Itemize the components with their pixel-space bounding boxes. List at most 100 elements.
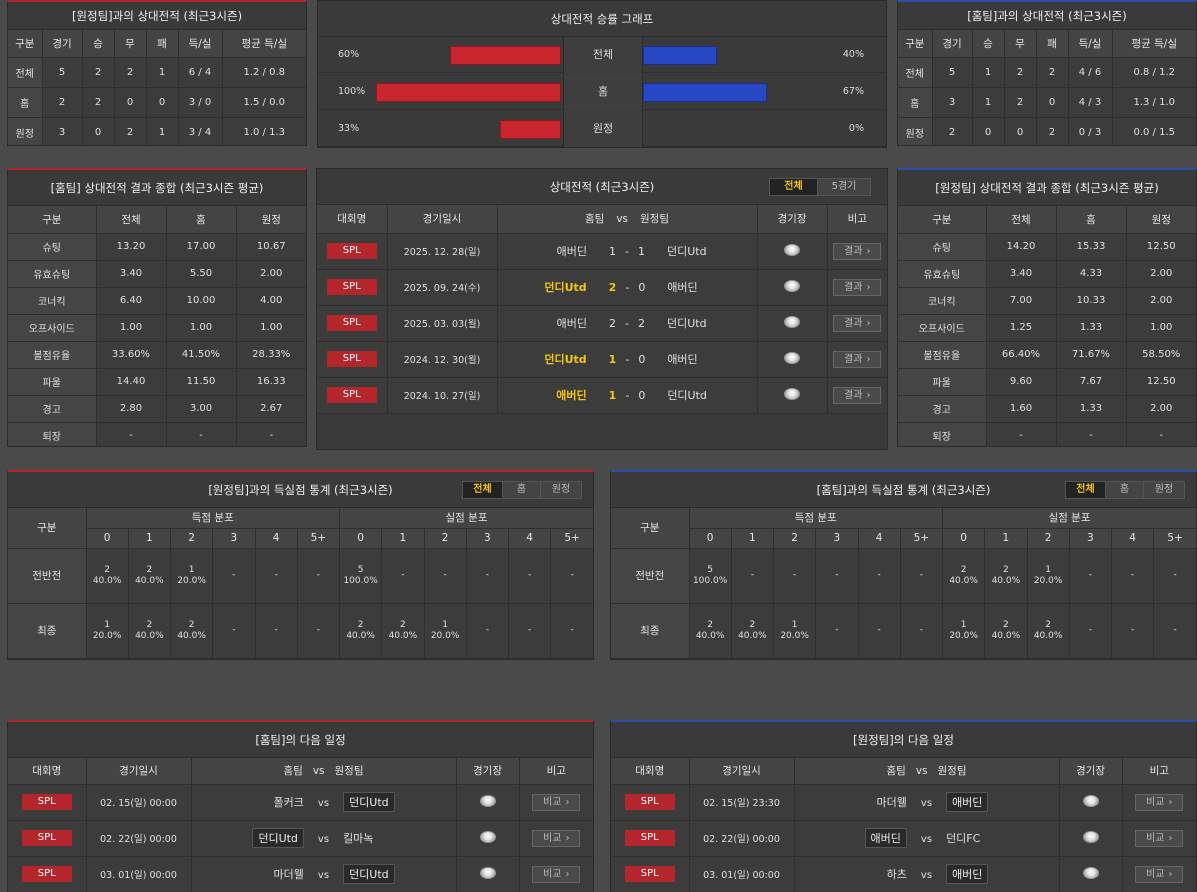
vs-header: vs [616, 213, 629, 226]
tab-5games[interactable]: 5경기 [818, 179, 870, 195]
league-badge[interactable]: SPL [326, 279, 377, 295]
away-score: 0 [638, 353, 646, 366]
result-button[interactable]: 결과 › [833, 386, 882, 404]
league-badge[interactable]: SPL [21, 830, 72, 846]
compare-button[interactable]: 비교 › [532, 793, 581, 811]
league-cell: SPL [317, 341, 388, 378]
next-home-table: 대회명 경기일시 홈팀 vs 원정팀 경기장 비고 SPL 02. 15(일) 00:00 폴커크… [8, 758, 593, 892]
home-team[interactable]: 던디Utd [252, 828, 304, 848]
away-team[interactable]: 킬마녹 [343, 832, 374, 845]
league-badge[interactable]: SPL [326, 315, 377, 331]
tab-away[interactable]: 원정 [541, 482, 581, 498]
winrate-row: 33% 원정 0% [318, 111, 886, 147]
away-team[interactable]: 애버딘 [667, 281, 698, 294]
column-header-venue: 경기장 [757, 205, 828, 234]
column-header: 구분 [611, 508, 690, 549]
note-cell: 비교 › [519, 856, 593, 892]
distribution-cell: - [1153, 603, 1196, 659]
table-cell: 2 [82, 57, 115, 88]
table-cell: 71.67% [1056, 341, 1127, 369]
result-button[interactable]: 결과 › [833, 278, 882, 296]
away-team[interactable]: 던디Utd [343, 864, 395, 884]
table-cell: 2 [932, 117, 973, 145]
bucket-header: 2 [1027, 528, 1070, 549]
home-team[interactable]: 애버딘 [556, 317, 587, 330]
note-cell: 결과 › [827, 233, 887, 270]
league-badge[interactable]: SPL [624, 794, 675, 810]
away-team[interactable]: 던디Utd [666, 317, 707, 330]
away-team[interactable]: 애버딘 [667, 353, 698, 366]
compare-button[interactable]: 비교 › [1135, 865, 1184, 883]
distribution-cell: 2 40.0% [128, 603, 172, 659]
table-cell: 58.50% [1126, 341, 1196, 369]
home-team[interactable]: 던디Utd [544, 281, 587, 294]
league-badge[interactable]: SPL [326, 243, 377, 259]
table-cell: 3.40 [986, 260, 1057, 288]
compare-button[interactable]: 비교 › [532, 829, 581, 847]
row-label: 홈 [8, 87, 43, 118]
next-away-title: [원정팀]의 다음 일정 [611, 722, 1196, 758]
compare-button[interactable]: 비교 › [1135, 829, 1184, 847]
table-row: SPL 02. 22(일) 00:00 던디Utd vs 킬마녹 비교 › [8, 820, 593, 857]
table-row: 전체 5 2 2 1 6 / 4 1.2 / 0.8 [8, 57, 306, 88]
home-team[interactable]: 폴커크 [273, 796, 304, 809]
tab-all[interactable]: 전체 [1066, 482, 1106, 498]
home-team[interactable]: 애버딘 [556, 245, 587, 258]
away-team[interactable]: 던디Utd [343, 792, 395, 812]
league-badge[interactable]: SPL [624, 830, 675, 846]
result-button-label: 결과 [844, 317, 863, 329]
row-label: 원정 [8, 117, 43, 145]
home-team[interactable]: 애버딘 [556, 389, 587, 402]
away-team[interactable]: 애버딘 [946, 792, 989, 812]
tab-home[interactable]: 홈 [1106, 482, 1144, 498]
league-badge[interactable]: SPL [21, 794, 72, 810]
home-winrate-bar [376, 83, 561, 102]
compare-button[interactable]: 비교 › [1135, 793, 1184, 811]
count: - [835, 625, 839, 635]
tab-all[interactable]: 전체 [463, 482, 503, 498]
distribution-cell: 2 40.0% [128, 548, 172, 604]
result-button[interactable]: 결과 › [833, 242, 882, 260]
result-button[interactable]: 결과 › [833, 350, 882, 368]
away-team[interactable]: 애버딘 [946, 864, 989, 884]
home-team[interactable]: 던디Utd [544, 353, 587, 366]
away-team[interactable]: 던디FC [946, 832, 981, 845]
table-row: 오프사이드 1.25 1.33 1.00 [898, 314, 1196, 342]
home-winrate-pct: 33% [338, 123, 360, 134]
table-cell: 33.60% [96, 341, 167, 369]
recent-h2h-title-text: 상대전적 (최근3시즌) [549, 180, 655, 194]
away-winrate-pct: 40% [842, 49, 864, 60]
league-badge[interactable]: SPL [21, 866, 72, 882]
tab-all[interactable]: 전체 [770, 179, 818, 195]
home-team[interactable]: 마더웰 [273, 868, 304, 881]
stadium-icon [784, 387, 800, 400]
home-team[interactable]: 애버딘 [864, 828, 907, 848]
bucket-header: 5+ [900, 528, 944, 549]
distribution-cell: 2 40.0% [689, 603, 732, 659]
compare-button[interactable]: 비교 › [532, 865, 581, 883]
goals-home-title: [홈팀]과의 득실점 통계 (최근3시즌) 전체 홈 원정 [611, 472, 1196, 508]
away-team-wrap: 애버딘 [946, 864, 1056, 884]
distribution-cell: - [424, 548, 467, 604]
home-team[interactable]: 마더웰 [876, 796, 907, 809]
result-button[interactable]: 결과 › [833, 314, 882, 332]
goals-home-title-text: [홈팀]과의 득실점 통계 (최근3시즌) [816, 483, 991, 497]
date-cell: 02. 15(일) 23:30 [689, 784, 795, 821]
league-badge[interactable]: SPL [326, 387, 377, 403]
away-team[interactable]: 던디Utd [667, 389, 707, 402]
away-team[interactable]: 던디Utd [666, 245, 707, 258]
league-badge[interactable]: SPL [326, 351, 377, 367]
league-badge[interactable]: SPL [624, 866, 675, 882]
count: - [401, 570, 405, 580]
tab-away[interactable]: 원정 [1144, 482, 1184, 498]
tab-home[interactable]: 홈 [503, 482, 541, 498]
count: - [750, 570, 754, 580]
distribution-cell: - [773, 548, 817, 604]
count: - [835, 570, 839, 580]
row-label: 코너킥 [898, 287, 987, 315]
table-cell: - [166, 422, 237, 446]
table-cell: 0 [1036, 87, 1069, 118]
home-team[interactable]: 하츠 [886, 868, 907, 881]
count: 2 [749, 619, 756, 630]
row-label: 파울 [898, 368, 987, 396]
